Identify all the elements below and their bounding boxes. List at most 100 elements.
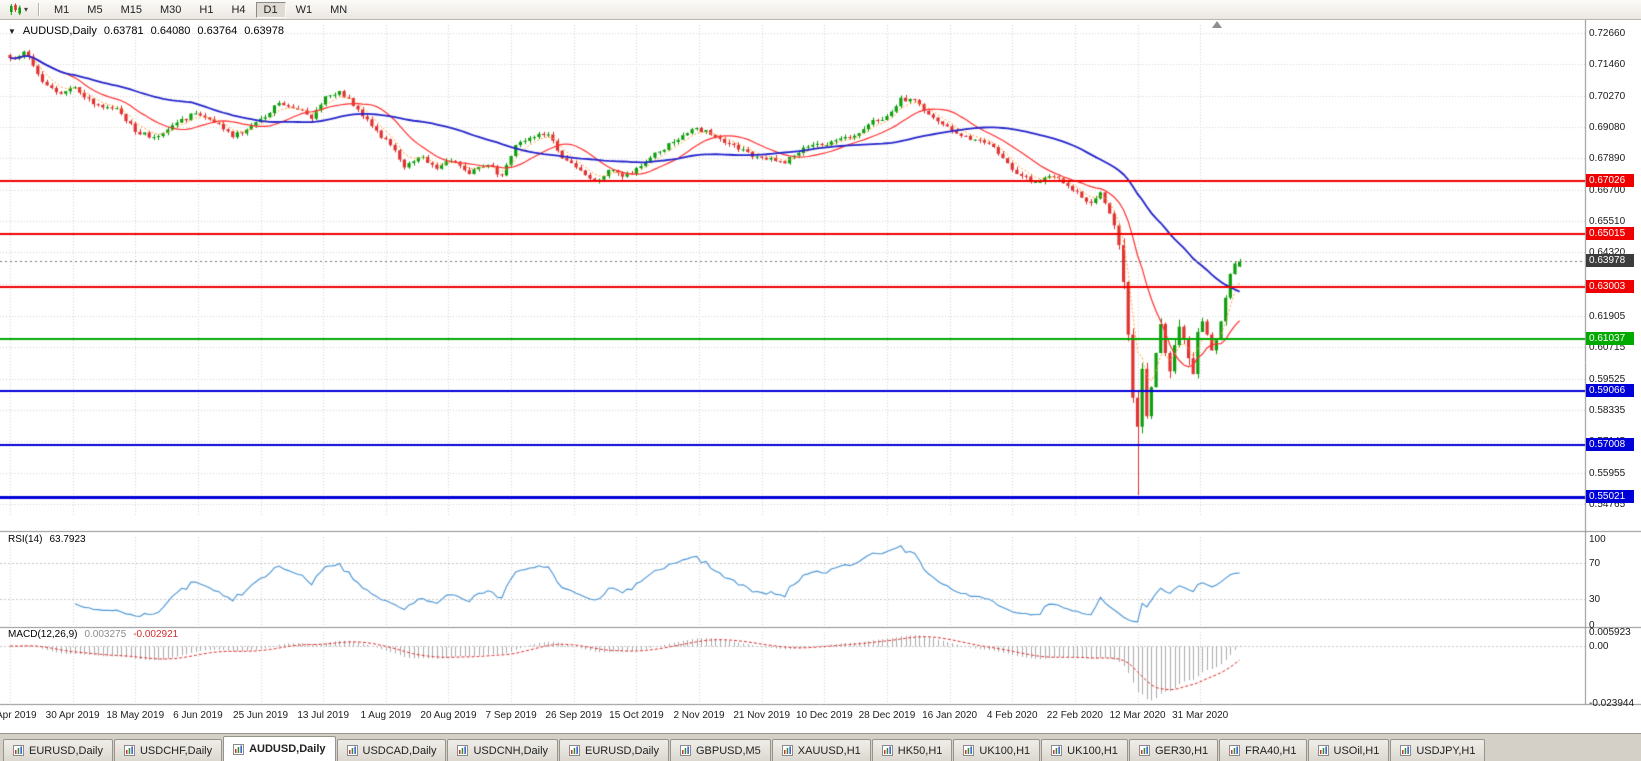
- date-axis-label: 12 Mar 2020: [1109, 710, 1166, 721]
- date-axis-label: 15 Oct 2019: [609, 710, 664, 721]
- chart-tab-label: UK100,H1: [1067, 744, 1118, 757]
- chart-tab-icon: [1051, 745, 1063, 756]
- date-axis-label: 2 Nov 2019: [673, 710, 725, 721]
- date-axis-label: 7 Sep 2019: [485, 710, 537, 721]
- price-axis-label: 0.55955: [1589, 468, 1626, 479]
- price-axis-label: 0.70270: [1589, 91, 1626, 102]
- chart-window: ▼ AUDUSD,Daily 0.63781 0.64080 0.63764 0…: [0, 20, 1641, 733]
- chart-tab-label: AUDUSD,Daily: [249, 743, 326, 755]
- chart-tab-usdchf-daily[interactable]: USDCHF,Daily: [113, 739, 223, 761]
- chart-tab-label: EURUSD,Daily: [585, 744, 659, 757]
- chart-tab-xauusd-h1[interactable]: XAUUSD,H1: [771, 739, 871, 761]
- chart-title: ▼ AUDUSD,Daily 0.63781 0.64080 0.63764 0…: [8, 25, 284, 37]
- chart-tab-icon: [1400, 745, 1412, 756]
- chart-type-dropdown[interactable]: ▾: [4, 1, 32, 18]
- macd-main-value: 0.003275: [84, 629, 127, 640]
- chart-tab-usoil-h1[interactable]: USOil,H1: [1307, 739, 1390, 761]
- chart-tab-label: USDJPY,H1: [1416, 744, 1476, 757]
- chart-tab-icon: [881, 745, 893, 756]
- hline-price-label: 0.59066: [1586, 384, 1634, 397]
- ohlc-low-value: 0.63764: [197, 25, 238, 37]
- date-axis-label: 11 Apr 2019: [0, 710, 37, 721]
- chart-tab-usdcnh-daily[interactable]: USDCNH,Daily: [447, 739, 559, 761]
- chart-tab-icon: [569, 745, 581, 756]
- timeframe-button-group: M1 M5 M15 M30 H1 H4 D1 W1 MN: [45, 1, 356, 18]
- chart-tab-icon: [233, 743, 245, 755]
- timeframe-button-h4[interactable]: H4: [223, 2, 253, 18]
- chart-tab-label: HK50,H1: [897, 744, 943, 757]
- chart-tab-uk100-h1[interactable]: UK100,H1: [953, 739, 1041, 761]
- date-axis-label: 21 Nov 2019: [733, 710, 791, 721]
- date-axis-label: 18 May 2019: [106, 710, 165, 721]
- chart-tab-label: XAUUSD,H1: [797, 744, 861, 757]
- price-axis-label: 0.54765: [1589, 499, 1626, 510]
- timeframe-button-m1[interactable]: M1: [46, 2, 77, 18]
- date-axis-label: 28 Dec 2019: [858, 710, 916, 721]
- chart-tab-eurusd-daily[interactable]: EURUSD,Daily: [3, 739, 113, 761]
- hline-price-label: 0.65015: [1586, 227, 1634, 240]
- chart-tab-usdjpy-h1[interactable]: USDJPY,H1: [1390, 739, 1486, 761]
- chart-tab-audusd-daily[interactable]: AUDUSD,Daily: [223, 736, 336, 761]
- time-axis[interactable]: 11 Apr 2019 30 Apr 2019 18 May 2019 6 Jun 2…: [0, 705, 1585, 733]
- macd-axis-label: -0.023944: [1589, 698, 1635, 709]
- rsi-axis-label: 100: [1589, 534, 1606, 545]
- current-price-label: 0.63978: [1586, 254, 1634, 267]
- chart-tab-icon: [1138, 745, 1150, 756]
- date-axis-label: 10 Dec 2019: [795, 710, 853, 721]
- timeframe-button-h1[interactable]: H1: [191, 2, 221, 18]
- date-axis-label: 6 Jun 2019: [173, 710, 223, 721]
- chevron-down-icon: ▾: [24, 4, 29, 14]
- rsi-axis-label: 30: [1589, 594, 1601, 605]
- chart-tab-icon: [346, 745, 358, 756]
- price-axis-label: 0.71460: [1589, 59, 1626, 70]
- date-axis-label: 20 Aug 2019: [420, 710, 477, 721]
- timeframe-button-mn[interactable]: MN: [322, 2, 355, 18]
- price-axis-label: 0.72660: [1589, 28, 1626, 39]
- date-axis-label: 25 Jun 2019: [233, 710, 289, 721]
- chart-tab-ger30-h1[interactable]: GER30,H1: [1128, 739, 1219, 761]
- chart-tab-icon: [680, 745, 691, 756]
- timeframe-button-w1[interactable]: W1: [288, 2, 321, 18]
- chart-menu-caret-icon[interactable]: ▼: [8, 26, 16, 36]
- price-axis-label: 0.59525: [1589, 374, 1626, 385]
- chart-tab-icon: [1229, 745, 1241, 756]
- macd-name: MACD(12,26,9): [8, 629, 78, 640]
- chart-tab-label: GER30,H1: [1154, 744, 1209, 757]
- chart-tab-fra40-h1[interactable]: FRA40,H1: [1219, 739, 1307, 761]
- chart-tab-label: USDCAD,Daily: [362, 744, 437, 757]
- timeframe-button-m5[interactable]: M5: [79, 2, 110, 18]
- chart-tab-icon: [123, 745, 135, 756]
- price-axis-label: 0.61905: [1589, 311, 1626, 322]
- macd-axis-label: 0.00: [1589, 641, 1609, 652]
- date-axis-label: 22 Feb 2020: [1046, 710, 1103, 721]
- chart-tab-eurusd-daily[interactable]: EURUSD,Daily: [559, 739, 669, 761]
- chart-shift-marker[interactable]: [1212, 21, 1222, 28]
- chart-tab-label: EURUSD,Daily: [29, 744, 103, 757]
- chart-tab-icon: [781, 745, 793, 756]
- price-axis-label: 0.64320: [1589, 247, 1626, 258]
- macd-signal-value: -0.002921: [133, 629, 179, 640]
- timeframe-button-d1[interactable]: D1: [255, 1, 286, 18]
- hline-price-label: 0.61037: [1586, 332, 1634, 345]
- price-axis-label: 0.67890: [1589, 153, 1626, 164]
- price-chart-canvas[interactable]: [0, 20, 1641, 733]
- hline-price-label: 0.67026: [1586, 174, 1634, 187]
- chart-tab-label: UK100,H1: [979, 744, 1031, 757]
- chart-tab-icon: [1317, 745, 1329, 756]
- toolbar-separator: [38, 3, 40, 16]
- ohlc-high-value: 0.64080: [150, 25, 191, 37]
- date-axis-label: 31 Mar 2020: [1172, 710, 1229, 721]
- chart-tab-label: USOil,H1: [1333, 744, 1380, 757]
- chart-tab-label: FRA40,H1: [1245, 744, 1297, 757]
- chart-tab-usdcad-daily[interactable]: USDCAD,Daily: [336, 739, 447, 761]
- price-axis-label: 0.69080: [1589, 122, 1626, 133]
- chart-tab-hk50-h1[interactable]: HK50,H1: [871, 739, 953, 761]
- ohlc-open-value: 0.63781: [103, 25, 144, 37]
- chart-tab-gbpusd-m5[interactable]: GBPUSD,M5: [670, 739, 771, 761]
- rsi-axis-label: 70: [1589, 558, 1601, 569]
- timeframe-button-m30[interactable]: M30: [152, 2, 189, 18]
- chart-tab-uk100-h1[interactable]: UK100,H1: [1041, 739, 1128, 761]
- timeframe-button-m15[interactable]: M15: [113, 2, 150, 18]
- rsi-axis-label: 0: [1589, 620, 1595, 631]
